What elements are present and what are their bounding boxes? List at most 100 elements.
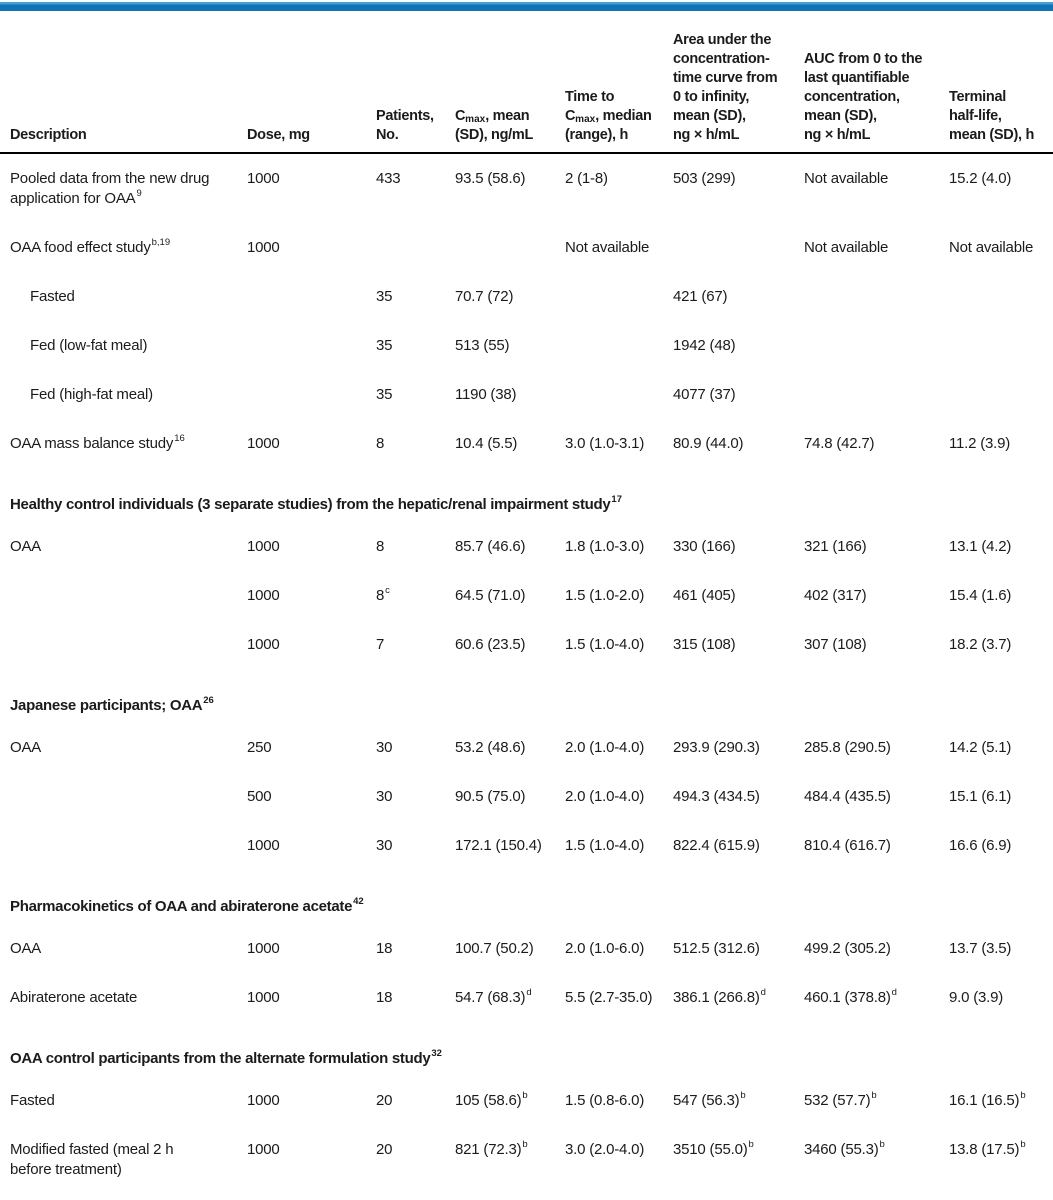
cell-description: OAA <box>10 739 42 756</box>
cell-half-life: 16.6 (6.9) <box>949 837 1012 854</box>
cell-patients: 30 <box>376 739 393 756</box>
cell-auc-last: 321 (166) <box>804 538 867 555</box>
cell-cmax: 53.2 (48.6) <box>455 739 526 756</box>
cell-auc-infinity: 315 (108) <box>673 636 736 653</box>
cell-half-life: 13.8 (17.5)b <box>949 1139 1026 1158</box>
cell-auc-infinity: 1942 (48) <box>673 337 736 354</box>
cell-tmax: 1.5 (1.0-4.0) <box>565 636 645 653</box>
cell-auc-last <box>804 321 949 370</box>
table-row: 1000 8c 64.5 (71.0) 1.5 (1.0-2.0) 461 (405) 4… <box>0 571 1053 620</box>
column-header-cmax: Cmax, mean (SD), ng/mL <box>455 11 565 154</box>
cell-auc-last: 307 (108) <box>804 636 867 653</box>
cell-dose: 1000 <box>247 587 280 604</box>
cell-half-life: 15.2 (4.0) <box>949 170 1012 187</box>
section-title: Japanese participants; OAA26 <box>10 695 214 714</box>
cell-half-life: 13.7 (3.5) <box>949 940 1012 957</box>
cell-description <box>0 571 247 620</box>
cell-patients: 8 <box>376 538 385 555</box>
cell-cmax: 64.5 (71.0) <box>455 587 526 604</box>
cell-dose: 1000 <box>247 1092 280 1109</box>
cell-cmax: 172.1 (150.4) <box>455 837 542 854</box>
cell-description <box>0 620 247 669</box>
cell-patients: 7 <box>376 636 385 653</box>
cell-tmax <box>565 321 673 370</box>
section-title: Pharmacokinetics of OAA and abiraterone … <box>10 896 364 915</box>
cell-patients: 18 <box>376 940 393 957</box>
cell-dose: 1000 <box>247 1141 280 1158</box>
table-row: OAA 1000 18 100.7 (50.2) 2.0 (1.0-6.0) 512.5 … <box>0 924 1053 973</box>
cell-auc-infinity: 3510 (55.0)b <box>673 1139 754 1158</box>
cell-tmax <box>565 370 673 419</box>
cell-half-life: 16.1 (16.5)b <box>949 1090 1026 1109</box>
cell-auc-infinity: 386.1 (266.8)d <box>673 987 766 1006</box>
cell-description: Fed (low-fat meal) <box>30 337 148 354</box>
column-header-description: Description <box>0 11 247 154</box>
column-header-tmax: Time to Cmax, median (range), h <box>565 11 673 154</box>
cell-tmax: 1.5 (0.8-6.0) <box>565 1092 645 1109</box>
cell-cmax: 105 (58.6)b <box>455 1090 528 1109</box>
cell-description: Fasted <box>30 288 75 305</box>
cell-dose: 1000 <box>247 239 280 256</box>
table-row: Fed (low-fat meal) 35 513 (55) 1942 (48) <box>0 321 1053 370</box>
cell-dose <box>247 370 376 419</box>
cell-auc-infinity: 330 (166) <box>673 538 736 555</box>
table-row: 1000 7 60.6 (23.5) 1.5 (1.0-4.0) 315 (108) 30… <box>0 620 1053 669</box>
cell-tmax: 2 (1-8) <box>565 170 608 187</box>
cell-patients: 20 <box>376 1092 393 1109</box>
cell-auc-infinity: 4077 (37) <box>673 386 736 403</box>
cell-description <box>0 772 247 821</box>
cell-description: Abiraterone acetate <box>10 989 138 1006</box>
section-title: Healthy control individuals (3 separate … <box>10 494 622 513</box>
accent-bar <box>0 2 1053 11</box>
cell-cmax <box>455 223 565 272</box>
cell-auc-last: 532 (57.7)b <box>804 1090 877 1109</box>
cell-dose: 500 <box>247 788 272 805</box>
cell-dose: 1000 <box>247 435 280 452</box>
section-row: OAA control participants from the altern… <box>0 1022 1053 1076</box>
cell-auc-last: 402 (317) <box>804 587 867 604</box>
cell-cmax: 10.4 (5.5) <box>455 435 518 452</box>
cell-tmax: 2.0 (1.0-6.0) <box>565 940 645 957</box>
cell-auc-last: 74.8 (42.7) <box>804 435 875 452</box>
column-header-half-life: Terminal half-life, mean (SD), h <box>949 11 1053 154</box>
column-header-dose: Dose, mg <box>247 11 376 154</box>
cell-dose <box>247 272 376 321</box>
table-row: OAA mass balance study16 1000 8 10.4 (5.5) 3… <box>0 419 1053 468</box>
table-row: Modified fasted (meal 2 h before treatme… <box>0 1125 1053 1194</box>
cell-dose: 250 <box>247 739 272 756</box>
table-row: Fasted 1000 20 105 (58.6)b 1.5 (0.8-6.0) 547 … <box>0 1076 1053 1125</box>
cell-dose: 1000 <box>247 837 280 854</box>
table-row: Fed (high-fat meal) 35 1190 (38) 4077 (37) <box>0 370 1053 419</box>
cell-half-life: 15.1 (6.1) <box>949 788 1012 805</box>
table-row: Pooled data from the new drug applicatio… <box>0 153 1053 223</box>
section-title: OAA control participants from the altern… <box>10 1048 442 1067</box>
cell-cmax: 93.5 (58.6) <box>455 170 526 187</box>
cell-description: Modified fasted (meal 2 h before treatme… <box>10 1141 174 1178</box>
cell-auc-infinity: 461 (405) <box>673 587 736 604</box>
table-body: Pooled data from the new drug applicatio… <box>0 153 1053 1194</box>
cell-auc-last: 810.4 (616.7) <box>804 837 891 854</box>
cell-auc-infinity <box>673 223 804 272</box>
section-row: Healthy control individuals (3 separate … <box>0 468 1053 522</box>
cell-patients: 18 <box>376 989 393 1006</box>
cell-half-life <box>949 272 1053 321</box>
cell-cmax: 100.7 (50.2) <box>455 940 534 957</box>
cell-patients: 30 <box>376 788 393 805</box>
cell-half-life <box>949 321 1053 370</box>
cell-description <box>0 821 247 870</box>
cell-description: OAA mass balance study16 <box>10 433 185 452</box>
cell-auc-last: Not available <box>804 239 889 256</box>
cell-description: OAA food effect studyb,19 <box>10 237 171 256</box>
cell-patients: 35 <box>376 386 393 403</box>
section-row: Japanese participants; OAA26 <box>0 669 1053 723</box>
section-row: Pharmacokinetics of OAA and abiraterone … <box>0 870 1053 924</box>
cell-description: Fasted <box>10 1092 55 1109</box>
cell-auc-infinity: 293.9 (290.3) <box>673 739 760 756</box>
cell-description: Fed (high-fat meal) <box>30 386 153 403</box>
table-row: OAA food effect studyb,19 1000 Not availab… <box>0 223 1053 272</box>
cell-patients: 20 <box>376 1141 393 1158</box>
cell-auc-last: 499.2 (305.2) <box>804 940 891 957</box>
cell-half-life: 9.0 (3.9) <box>949 989 1004 1006</box>
cell-auc-infinity: 494.3 (434.5) <box>673 788 760 805</box>
cell-tmax: 1.5 (1.0-2.0) <box>565 587 645 604</box>
